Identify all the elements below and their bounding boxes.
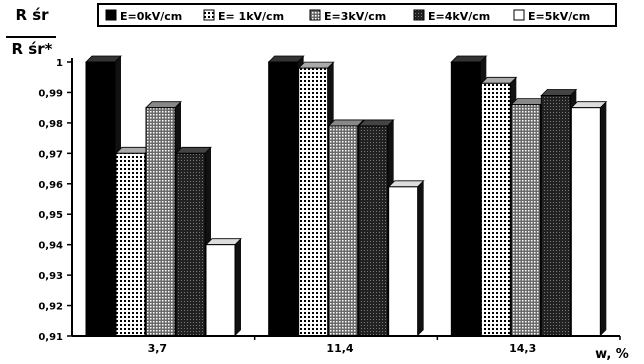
bar-top: [450, 55, 488, 63]
bar-top: [540, 89, 578, 96]
legend-swatch: [413, 9, 425, 21]
bar-side: [600, 101, 607, 337]
y-tick-label: 0,93: [38, 271, 63, 282]
bar-top: [205, 238, 242, 246]
bar-top: [267, 55, 305, 63]
bar-top: [570, 101, 608, 109]
bar: [205, 244, 236, 337]
x-tick-label: 3,7: [148, 342, 168, 355]
legend-swatch: [309, 9, 321, 21]
legend-label: E= 1kV/cm: [218, 10, 284, 23]
bar-top: [175, 146, 212, 154]
bar-top: [480, 76, 518, 84]
y-tick-label: 0,99: [38, 88, 63, 99]
y-tick-label: 0,91: [38, 332, 63, 343]
bar: [450, 61, 481, 337]
bar: [358, 125, 389, 337]
legend-label: E=3kV/cm: [324, 10, 386, 23]
bar-top: [85, 55, 122, 63]
legend-swatch: [513, 9, 525, 21]
axes-group: 0,91 0,92 0,93 0,94 0,95 0,96 0,97 0,98 0,99 1 3,7…: [38, 58, 629, 362]
bar-side: [235, 238, 241, 336]
y-tick-label: 0,96: [38, 180, 63, 191]
legend-label: E=0kV/cm: [120, 10, 182, 23]
y-tick-label: 0,97: [38, 149, 63, 160]
x-tick-label: 11,4: [326, 342, 353, 355]
bar-top: [297, 61, 335, 69]
bar-top: [357, 119, 395, 127]
bar: [570, 107, 601, 337]
y-axis-label-fraction-bar: [6, 36, 56, 38]
bar: [388, 186, 419, 337]
bar: [480, 82, 511, 337]
y-tick-label: 0,98: [38, 119, 63, 130]
bar: [115, 152, 146, 337]
legend-swatch: [105, 9, 117, 21]
x-tick-label: 14,3: [509, 342, 536, 355]
y-axis-label-denominator: R śr*: [11, 40, 53, 58]
bars-group: [85, 55, 608, 337]
bar: [540, 94, 571, 337]
x-axis-label: w, %: [595, 347, 629, 362]
y-axis-label-numerator: R śr: [15, 6, 49, 24]
bar: [175, 152, 206, 337]
legend-label: E=5kV/cm: [528, 10, 590, 23]
bar-side: [417, 180, 424, 336]
y-tick-label: 1: [56, 58, 63, 69]
bar: [268, 61, 299, 337]
bar: [510, 104, 541, 337]
bar: [298, 67, 329, 337]
y-tick-label: 0,92: [38, 302, 63, 313]
bar: [85, 61, 116, 337]
y-tick-label: 0,95: [38, 210, 63, 221]
legend-swatch: [203, 9, 215, 21]
y-tick-label: 0,94: [38, 241, 63, 252]
legend-label: E=4kV/cm: [428, 10, 490, 23]
bar-top: [145, 101, 182, 109]
bar: [328, 125, 359, 337]
legend: E=0kV/cm E= 1kV/cm E=3kV/cm E=4kV/cm E=5kV/c…: [97, 3, 617, 27]
bar: [145, 107, 176, 337]
bar-top: [387, 180, 425, 188]
bar-top: [327, 119, 365, 127]
legend-box: [97, 3, 617, 27]
